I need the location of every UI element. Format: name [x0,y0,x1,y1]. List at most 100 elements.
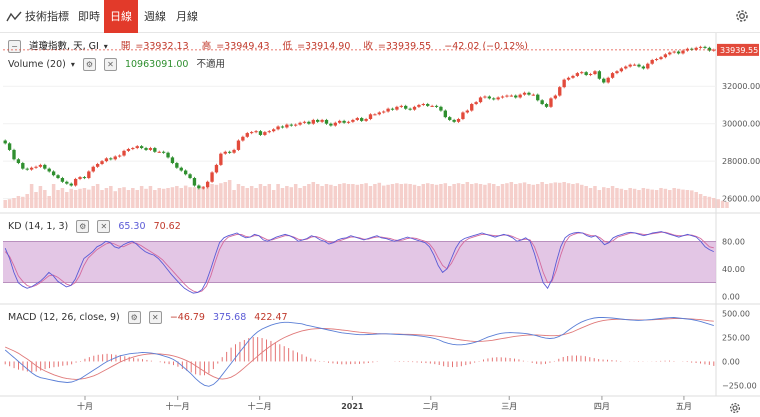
volume-bar [474,183,478,208]
candle-body [408,108,412,110]
x-tick-label: 十月 [77,401,93,411]
candle-body [139,146,144,149]
candle-body [382,111,386,113]
candle-body [47,168,51,172]
candle-body [324,119,329,124]
volume-bar [386,184,390,208]
candle-body [536,94,540,101]
gear-icon[interactable] [728,401,742,415]
candle-body [236,140,241,150]
candle-body [439,106,443,111]
volume-bar [100,190,104,208]
volume-bar [192,187,197,208]
symbol-label[interactable]: 道瓊指數, 天, GI [29,41,99,52]
settings-icon[interactable]: ⚙ [76,220,90,233]
candle-body [478,97,483,103]
macd-tick-label: 500.00 [722,310,750,319]
tab-daily[interactable]: 日線 [104,0,138,33]
volume-bar [95,184,100,208]
candle-body [219,153,223,165]
volume-bar [170,187,175,208]
volume-bar [681,189,685,208]
indicators-button[interactable]: 技術指標 [6,0,69,33]
volume-bar [183,185,188,208]
collapse-icon[interactable]: − [8,40,21,53]
volume-label[interactable]: Volume (20) [8,59,66,70]
volume-bar [650,189,654,208]
candle-body [21,163,25,169]
kd-tick-label: 80.00 [722,237,745,246]
volume-bar [320,186,324,208]
chevron-down-icon[interactable]: ▾ [70,60,75,69]
macd-value: 375.68 [213,312,247,323]
settings-icon[interactable]: ⚙ [82,58,96,71]
close-icon[interactable]: ✕ [103,58,117,71]
volume-bar [25,194,29,208]
candle-body [395,106,399,110]
close-icon[interactable]: ✕ [97,220,111,233]
kd-k-line [4,231,714,294]
close-icon[interactable]: ✕ [148,311,162,324]
candle-body [509,95,514,97]
candle-body [443,110,447,118]
chevron-down-icon[interactable]: ▾ [103,42,108,51]
candle-body [104,158,109,162]
candle-body [619,68,624,72]
volume-bar [496,186,500,208]
volume-bar [641,188,646,208]
volume-bar [109,186,113,208]
candle-body [637,64,641,67]
candle-body [505,95,509,97]
candle-body [522,92,527,95]
volume-bar [469,184,474,208]
volume-bar [38,186,43,208]
volume-bar [69,188,73,208]
close-value: 33939.55 [385,41,432,52]
candle-body [258,131,263,135]
volume-bar [584,186,588,208]
volume-bar [672,188,676,208]
macd-tick-label: 0.00 [722,357,740,366]
volume-bar [135,190,139,208]
candle-body [205,181,210,188]
volume-bar [113,191,117,208]
volume-bar [7,199,12,208]
x-tick-label: 二月 [423,402,439,411]
candle-body [624,66,628,69]
volume-bar [535,184,540,208]
volume-bar [452,184,456,208]
volume-bar [271,190,276,208]
volume-bar [505,183,509,208]
candle-body [386,108,390,112]
volume-bar [676,188,681,208]
volume-bar [289,187,294,208]
volume-bar [337,184,342,208]
tab-weekly[interactable]: 週線 [144,10,166,23]
candle-body [628,64,632,67]
volume-bar [430,184,434,208]
candle-body [632,64,637,66]
candle-body [434,105,439,107]
volume-bar [390,184,395,208]
candle-body [474,102,478,105]
candle-body [597,71,602,79]
volume-bar [333,186,338,208]
candle-body [148,148,153,150]
volume-bar [527,184,531,208]
gear-icon[interactable] [734,8,750,24]
candle-body [179,167,183,171]
candle-body [276,126,280,130]
candle-body [584,72,588,75]
volume-note: 不適用 [196,59,225,70]
tab-monthly[interactable]: 月線 [176,10,198,23]
volume-bar [298,188,302,208]
candle-body [342,120,346,123]
open-value: 33932.13 [143,41,189,52]
volume-bar [219,183,223,208]
candle-body [562,79,566,88]
tab-realtime[interactable]: 即時 [78,10,100,23]
candle-body [82,177,87,179]
candle-body [685,48,690,51]
candle-body [500,96,505,98]
settings-icon[interactable]: ⚙ [127,311,141,324]
